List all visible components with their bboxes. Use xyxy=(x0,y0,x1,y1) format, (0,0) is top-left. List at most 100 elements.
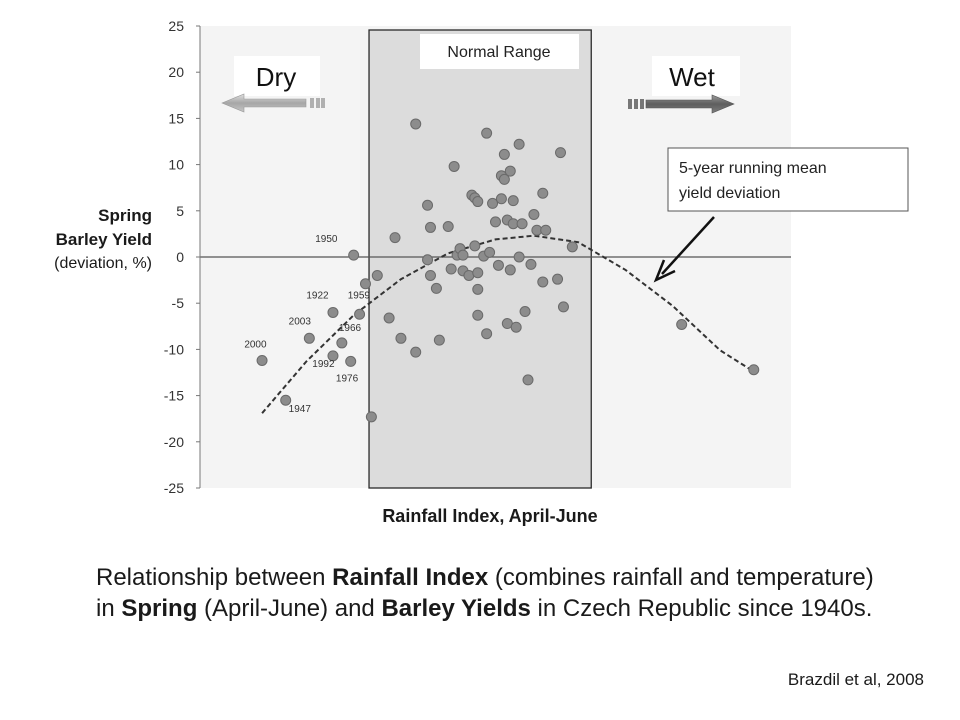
caption-part-1: Relationship between xyxy=(96,564,333,591)
caption-bold-2: Spring xyxy=(121,595,198,622)
data-point xyxy=(433,334,445,346)
data-point xyxy=(303,332,315,344)
wet-label-box xyxy=(652,56,740,96)
data-point xyxy=(348,249,360,261)
callout-arrow-head-icon xyxy=(653,259,676,283)
data-point xyxy=(448,160,460,172)
data-point xyxy=(487,197,499,209)
year-label: 1947 xyxy=(289,404,312,415)
data-point xyxy=(410,118,422,130)
data-point xyxy=(513,251,525,263)
y-axis-title: Spring Barley Yield (deviation, %) xyxy=(8,204,152,276)
y-tick-label: -25 xyxy=(164,480,184,496)
year-label: 1976 xyxy=(336,374,359,385)
y-tick-label: -5 xyxy=(172,295,185,311)
data-point xyxy=(555,147,567,159)
data-point xyxy=(504,165,516,177)
year-label: 1992 xyxy=(312,359,335,370)
data-point xyxy=(492,259,504,271)
year-label: 1950 xyxy=(315,234,338,245)
data-point xyxy=(371,269,383,281)
data-point xyxy=(422,254,434,266)
data-point xyxy=(495,193,507,205)
caption-part-3: (April-June) and xyxy=(197,595,382,622)
data-point xyxy=(424,269,436,281)
data-point xyxy=(507,195,519,207)
year-label: 2003 xyxy=(289,316,312,327)
callout-text: 5-year running mean yield deviation xyxy=(679,160,831,202)
callout-box xyxy=(667,147,909,212)
data-point xyxy=(445,263,457,275)
y-tick-label: 25 xyxy=(168,18,184,34)
y-axis-title-line-1: Spring xyxy=(98,206,152,225)
data-point xyxy=(389,232,401,244)
caption-bold-1: Rainfall Index xyxy=(332,564,489,591)
data-point xyxy=(327,350,339,362)
data-point xyxy=(484,246,496,258)
data-point xyxy=(519,306,531,318)
mean-curve-line xyxy=(261,234,755,414)
data-point xyxy=(472,196,484,208)
data-point xyxy=(510,321,522,333)
data-point xyxy=(359,278,371,290)
y-axis-ticks: 25 20 15 10 5 0 -5 -10 -15 -20 -25 xyxy=(164,18,200,496)
data-point xyxy=(410,346,422,358)
year-label: 1966 xyxy=(339,323,362,334)
data-point xyxy=(472,267,484,279)
data-point xyxy=(498,148,510,160)
data-point xyxy=(557,301,569,313)
data-point xyxy=(748,364,760,376)
y-tick-label: -15 xyxy=(164,388,184,404)
caption-part-2: (combines rainfall and temperature) in xyxy=(96,564,874,622)
data-point xyxy=(552,273,564,285)
data-point xyxy=(537,187,549,199)
data-point xyxy=(525,258,537,270)
data-point xyxy=(354,308,366,320)
x-axis-title: Rainfall Index, April-June xyxy=(382,506,598,526)
data-point xyxy=(676,318,688,330)
figure-caption: Relationship between Rainfall Index (com… xyxy=(96,562,896,624)
data-point xyxy=(528,208,540,220)
data-point xyxy=(540,224,552,236)
y-tick-label: 0 xyxy=(176,249,184,265)
data-point xyxy=(498,173,510,185)
data-point xyxy=(345,355,357,367)
y-tick-label: -10 xyxy=(164,341,184,357)
year-label: 1959 xyxy=(348,291,371,302)
data-point xyxy=(490,216,501,228)
data-point xyxy=(395,332,407,344)
data-point xyxy=(522,374,534,386)
year-label: 2000 xyxy=(244,340,267,351)
data-point xyxy=(424,221,436,233)
data-point xyxy=(481,127,493,139)
dry-arrow-icon xyxy=(221,93,325,113)
callout-arrow-line xyxy=(661,216,715,275)
y-tick-label: 20 xyxy=(168,64,184,80)
data-point xyxy=(481,328,493,340)
normal-range-label: Normal Range xyxy=(447,44,550,61)
callout-text-line-2: yield deviation xyxy=(679,185,780,202)
data-point xyxy=(442,221,454,233)
y-axis-title-line-2: Barley Yield xyxy=(55,230,152,249)
data-point xyxy=(327,306,339,318)
year-label: 1922 xyxy=(306,291,329,302)
data-point xyxy=(383,312,395,324)
y-axis-title-line-3: (deviation, %) xyxy=(54,255,152,272)
y-tick-label: 5 xyxy=(176,203,184,219)
callout-text-line-1: 5-year running mean xyxy=(679,160,827,177)
data-point xyxy=(516,218,528,230)
data-point xyxy=(469,240,481,252)
data-point xyxy=(504,264,516,276)
source-citation: Brazdil et al, 2008 xyxy=(787,670,924,689)
data-point xyxy=(430,282,442,294)
dry-label-box xyxy=(234,56,320,96)
caption-bold-3: Barley Yields xyxy=(381,595,531,622)
data-point xyxy=(256,354,268,366)
data-point xyxy=(566,241,578,253)
data-point xyxy=(457,249,469,261)
dry-label: Dry xyxy=(256,62,296,92)
caption-part-4: in Czech Republic since 1940s. xyxy=(530,595,873,622)
data-point xyxy=(422,199,434,211)
data-point xyxy=(472,283,484,295)
